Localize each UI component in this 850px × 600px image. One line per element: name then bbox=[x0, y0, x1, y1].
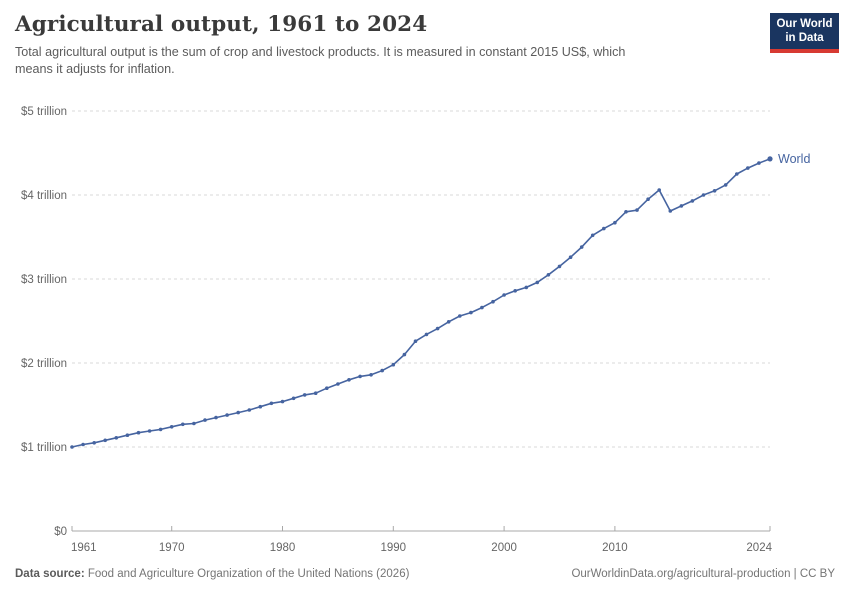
data-point[interactable] bbox=[746, 166, 750, 170]
data-point[interactable] bbox=[624, 210, 628, 214]
data-source-value: Food and Agriculture Organization of the… bbox=[84, 568, 410, 580]
chart-subtitle-line2: means it adjusts for inflation. bbox=[15, 62, 175, 77]
owid-logo-line1: Our World bbox=[776, 17, 833, 30]
data-point[interactable] bbox=[690, 199, 695, 203]
data-point[interactable] bbox=[258, 404, 263, 409]
data-point[interactable] bbox=[70, 445, 74, 449]
data-point[interactable] bbox=[269, 401, 274, 406]
chart-header: Agricultural output, 1961 to 2024 Total … bbox=[15, 12, 755, 79]
data-point[interactable] bbox=[391, 362, 396, 367]
owid-logo[interactable]: Our World in Data bbox=[770, 13, 839, 53]
data-point[interactable] bbox=[469, 310, 473, 315]
data-point[interactable] bbox=[480, 305, 484, 310]
data-point[interactable] bbox=[92, 441, 96, 445]
data-point[interactable] bbox=[380, 368, 385, 373]
world-line-series[interactable] bbox=[71, 158, 771, 448]
data-point[interactable] bbox=[757, 161, 761, 165]
data-point[interactable] bbox=[635, 208, 639, 212]
data-point[interactable] bbox=[535, 280, 540, 285]
data-point[interactable] bbox=[712, 189, 717, 193]
data-point[interactable] bbox=[502, 293, 506, 297]
data-point[interactable] bbox=[491, 299, 495, 304]
data-point[interactable] bbox=[568, 255, 573, 259]
y-axis-tick-label: $5 trillion bbox=[21, 106, 67, 118]
data-point[interactable] bbox=[313, 391, 318, 396]
data-point[interactable] bbox=[291, 396, 296, 401]
x-axis-tick-label: 1970 bbox=[159, 542, 185, 554]
data-point[interactable] bbox=[147, 429, 152, 433]
data-point[interactable] bbox=[557, 264, 562, 269]
x-axis-tick-label: 1961 bbox=[71, 542, 97, 554]
data-point[interactable] bbox=[590, 233, 595, 238]
data-point[interactable] bbox=[169, 425, 174, 429]
data-point[interactable] bbox=[325, 386, 329, 391]
data-point[interactable] bbox=[302, 393, 307, 397]
data-point[interactable] bbox=[579, 245, 584, 249]
data-point[interactable] bbox=[358, 374, 362, 379]
chart-footer: Data source: Food and Agriculture Organi… bbox=[15, 568, 835, 580]
x-axis-tick-label: 2000 bbox=[491, 542, 517, 554]
y-axis-tick-label: $4 trillion bbox=[21, 190, 67, 202]
data-point[interactable] bbox=[114, 436, 119, 440]
y-axis-tick-label: $2 trillion bbox=[21, 358, 67, 370]
data-point[interactable] bbox=[225, 413, 229, 417]
data-point[interactable] bbox=[767, 156, 773, 162]
data-point[interactable] bbox=[513, 289, 517, 293]
series-label-world[interactable]: World bbox=[778, 152, 810, 166]
chart-subtitle-line1: Total agricultural output is the sum of … bbox=[15, 45, 626, 59]
y-axis-tick-label: $0 bbox=[54, 526, 67, 538]
data-point[interactable] bbox=[435, 326, 440, 331]
x-axis-tick-label: 2010 bbox=[602, 542, 628, 554]
data-point[interactable] bbox=[81, 442, 85, 447]
data-point[interactable] bbox=[247, 408, 252, 412]
data-point[interactable] bbox=[679, 204, 684, 208]
chart-title: Agricultural output, 1961 to 2024 bbox=[15, 12, 428, 37]
data-point[interactable] bbox=[424, 332, 429, 337]
data-point[interactable] bbox=[458, 314, 462, 318]
y-axis-tick-label: $1 trillion bbox=[21, 442, 67, 454]
data-point[interactable] bbox=[103, 438, 107, 443]
data-point[interactable] bbox=[236, 410, 240, 415]
owid-logo-line2: in Data bbox=[785, 32, 824, 44]
data-point[interactable] bbox=[192, 421, 196, 426]
data-point[interactable] bbox=[668, 209, 673, 213]
data-point[interactable] bbox=[723, 183, 728, 187]
data-point[interactable] bbox=[413, 339, 418, 344]
x-axis-tick-label: 1990 bbox=[381, 542, 407, 554]
data-point[interactable] bbox=[280, 399, 285, 404]
data-point[interactable] bbox=[546, 273, 551, 277]
data-point[interactable] bbox=[657, 188, 661, 192]
data-source-label: Data source: bbox=[15, 568, 85, 580]
data-point[interactable] bbox=[203, 418, 207, 422]
data-point[interactable] bbox=[735, 172, 739, 176]
data-point[interactable] bbox=[602, 226, 606, 231]
y-axis-tick-label: $3 trillion bbox=[21, 274, 67, 286]
data-point[interactable] bbox=[158, 427, 163, 432]
data-point[interactable] bbox=[214, 415, 218, 420]
data-point[interactable] bbox=[347, 378, 351, 382]
data-point[interactable] bbox=[646, 197, 650, 201]
data-point[interactable] bbox=[446, 320, 451, 324]
data-point[interactable] bbox=[181, 422, 185, 427]
x-axis-tick-label: 1980 bbox=[270, 542, 296, 554]
data-point[interactable] bbox=[336, 382, 340, 386]
data-point[interactable] bbox=[613, 220, 617, 225]
data-point[interactable] bbox=[125, 433, 130, 438]
data-point[interactable] bbox=[136, 430, 141, 435]
x-axis-tick-label: 2024 bbox=[746, 542, 772, 554]
data-point[interactable] bbox=[402, 352, 407, 357]
citation-link[interactable]: OurWorldinData.org/agricultural-producti… bbox=[571, 568, 835, 580]
data-point[interactable] bbox=[369, 373, 373, 377]
data-point[interactable] bbox=[701, 193, 706, 197]
chart-subtitle: Total agricultural output is the sum of … bbox=[15, 44, 755, 79]
data-point[interactable] bbox=[524, 285, 529, 290]
data-source-note: Data source: Food and Agriculture Organi… bbox=[15, 568, 409, 580]
